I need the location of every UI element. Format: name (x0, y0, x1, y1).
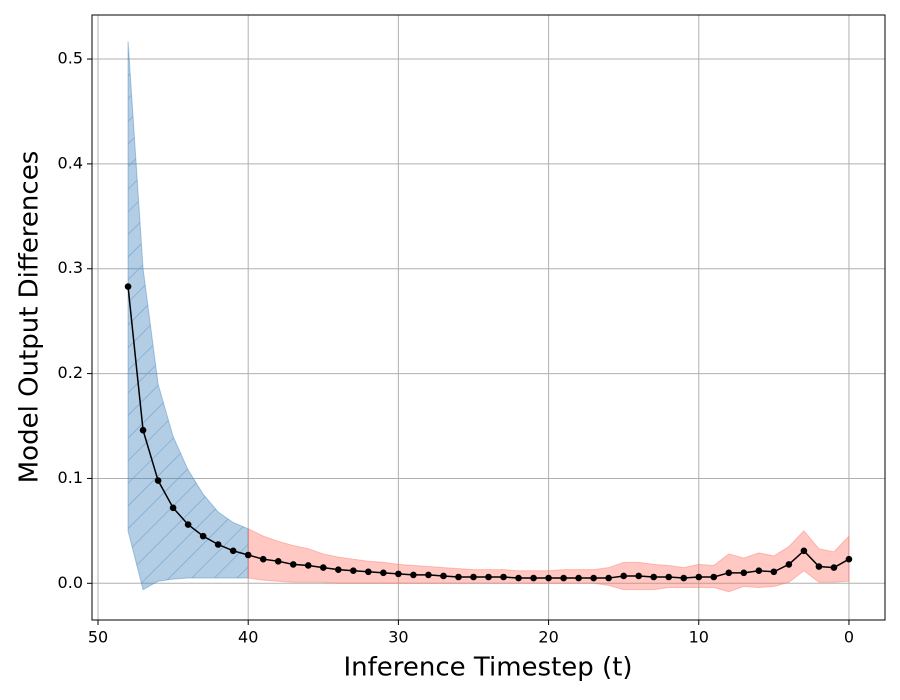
marker (124, 283, 132, 290)
axes-frame (91, 14, 886, 621)
marker (184, 521, 192, 528)
marker (440, 572, 447, 580)
marker (680, 574, 688, 582)
marker (259, 555, 267, 563)
marker (229, 547, 237, 555)
y-tick-label: 0.2 (58, 363, 83, 382)
x-tick-label: 10 (689, 628, 709, 647)
grid (92, 15, 885, 620)
marker (500, 573, 507, 581)
y-tick-label: 0.0 (58, 573, 83, 592)
marker (605, 574, 612, 582)
marker (530, 574, 537, 582)
marker (319, 564, 327, 571)
marker (545, 574, 552, 582)
marker (244, 551, 252, 559)
marker (815, 563, 823, 570)
marker (485, 573, 492, 581)
marker (710, 573, 718, 581)
y-tick-label: 0.5 (58, 49, 83, 68)
marker (725, 569, 733, 577)
marker (785, 561, 793, 568)
marker (365, 568, 372, 576)
marker (274, 557, 282, 565)
marker (380, 569, 387, 577)
marker (845, 555, 853, 563)
y-tick-label: 0.4 (58, 153, 83, 172)
y-tick-label: 0.3 (58, 258, 83, 277)
marker (560, 574, 567, 582)
marker (515, 574, 522, 582)
marker (575, 574, 582, 582)
x-axis-label: Inference Timestep (t) (343, 653, 632, 683)
marker (395, 570, 402, 578)
marker (289, 561, 297, 568)
tick-labels: 50 40 30 20 10 0 0.0 0.1 0.2 0.3 0.4 0.5 (58, 49, 855, 647)
marker (455, 573, 462, 581)
marker (650, 573, 658, 581)
y-axis-label: Model Output Differences (15, 151, 45, 484)
x-tick-label: 20 (538, 628, 558, 647)
marker (154, 477, 162, 484)
x-tick-label: 50 (88, 628, 108, 647)
marker (665, 573, 673, 581)
marker (830, 564, 838, 571)
y-tick-label: 0.1 (58, 468, 83, 487)
marker (755, 567, 763, 575)
marker (350, 567, 357, 575)
marker (470, 573, 477, 581)
marker (169, 504, 177, 512)
marker (199, 532, 207, 540)
plot-area (124, 41, 853, 593)
marker (214, 541, 222, 548)
marker (800, 547, 808, 555)
marker (139, 426, 147, 434)
marker (695, 573, 703, 581)
marker (335, 566, 342, 573)
marker (635, 572, 642, 580)
marker (740, 569, 748, 577)
band-hatch (128, 41, 249, 590)
x-tick-label: 30 (388, 628, 408, 647)
x-tick-label: 0 (844, 628, 854, 647)
marker (304, 562, 312, 569)
marker (770, 568, 778, 576)
x-tick-label: 40 (238, 628, 258, 647)
marker (620, 572, 627, 580)
marker (410, 571, 417, 579)
marker (590, 574, 597, 582)
marker (425, 571, 432, 579)
